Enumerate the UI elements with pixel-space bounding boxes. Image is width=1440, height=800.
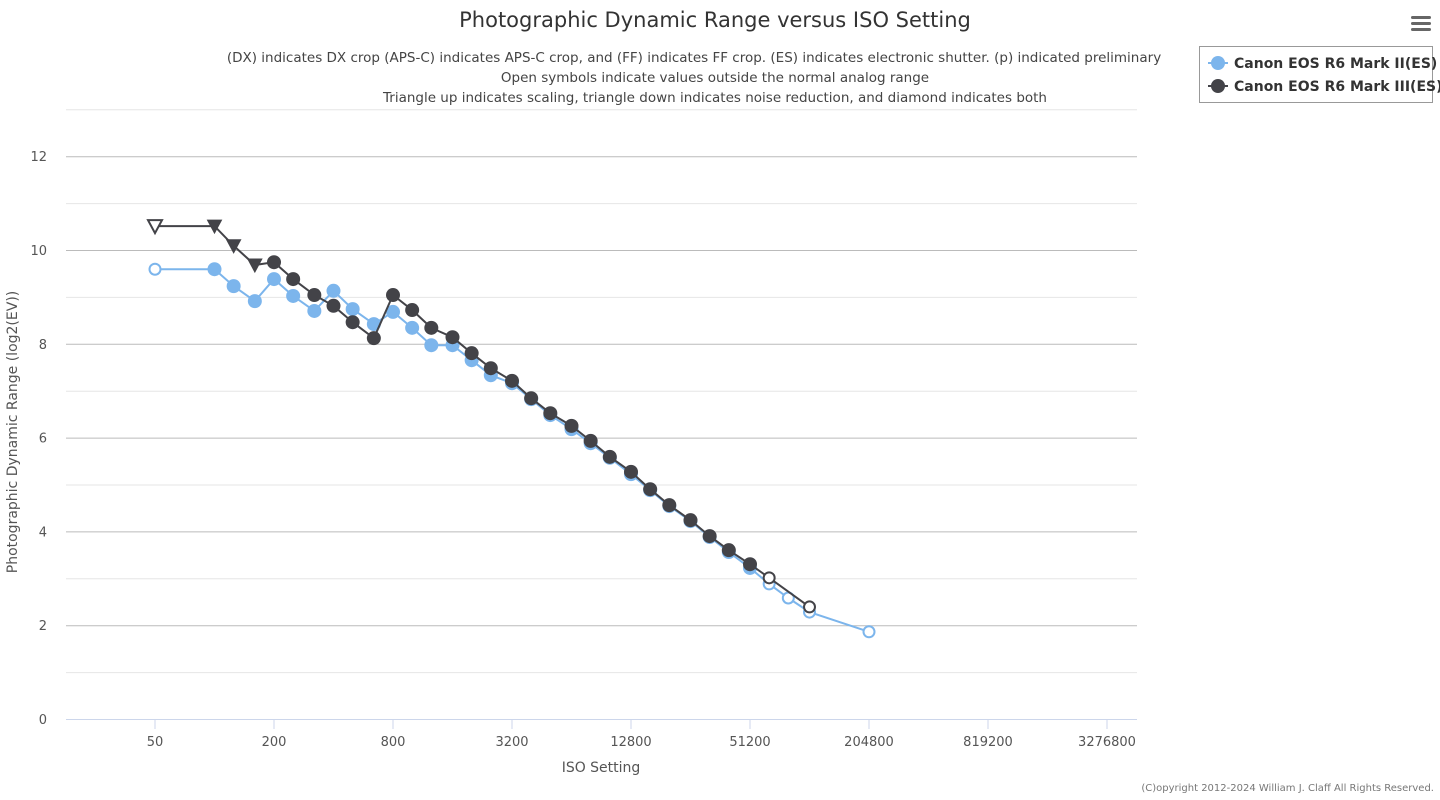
data-point xyxy=(602,449,617,464)
legend-item-r6-mark-iii[interactable]: Canon EOS R6 Mark III(ES) xyxy=(1208,79,1440,95)
data-point xyxy=(543,406,558,421)
chart-subtitle-1: (DX) indicates DX crop (APS-C) indicates… xyxy=(227,50,1161,66)
y-axis-ticks: 0 2 4 6 8 10 12 xyxy=(30,150,47,728)
data-point xyxy=(624,464,638,479)
x-tick-label: 800 xyxy=(381,735,406,750)
data-point xyxy=(862,625,876,639)
data-point xyxy=(326,298,341,313)
legend-box xyxy=(1199,46,1433,103)
series-line xyxy=(155,268,870,633)
data-point xyxy=(405,303,420,318)
data-point xyxy=(662,498,677,513)
data-point xyxy=(762,571,776,585)
y-axis-label: Photographic Dynamic Range (log2(EV)) xyxy=(5,291,21,574)
x-tick-label: 50 xyxy=(147,735,164,750)
data-point xyxy=(247,294,262,309)
data-point xyxy=(483,361,498,376)
x-tick-label: 819200 xyxy=(963,735,1013,750)
x-tick-label: 12800 xyxy=(610,735,651,750)
data-point xyxy=(286,272,301,287)
series-line xyxy=(155,225,811,608)
data-point xyxy=(405,320,420,335)
series-group xyxy=(146,219,876,639)
data-point xyxy=(307,288,322,303)
data-point xyxy=(307,303,322,318)
data-point xyxy=(643,482,658,497)
data-point xyxy=(424,338,439,353)
chart-title: Photographic Dynamic Range versus ISO Se… xyxy=(459,8,971,32)
legend-label: Canon EOS R6 Mark III(ES) xyxy=(1234,79,1440,95)
data-point xyxy=(267,272,281,287)
data-point xyxy=(464,346,479,361)
data-point xyxy=(326,283,341,298)
chart-subtitle-2: Open symbols indicate values outside the… xyxy=(501,70,929,86)
data-point xyxy=(505,373,519,388)
x-axis-label: ISO Setting xyxy=(562,760,641,776)
legend-label: Canon EOS R6 Mark II(ES) xyxy=(1234,56,1437,72)
data-point xyxy=(721,543,736,558)
data-point xyxy=(445,330,460,345)
y-tick-label: 4 xyxy=(39,525,47,540)
data-point xyxy=(743,557,757,572)
data-point xyxy=(803,600,816,614)
data-point xyxy=(702,529,717,544)
data-point xyxy=(207,262,222,277)
data-point-triangle-down xyxy=(146,219,164,236)
data-point xyxy=(345,315,360,330)
series-2 xyxy=(146,219,816,614)
x-tick-label: 3200 xyxy=(495,735,528,750)
data-point xyxy=(366,317,381,332)
y-tick-label: 6 xyxy=(39,432,47,447)
x-axis-ticks: 50 200 800 3200 12800 51200 204800 819200 327680… xyxy=(147,719,1136,750)
data-point xyxy=(386,288,400,303)
chart-subtitle-3: Triangle up indicates scaling, triangle … xyxy=(382,90,1047,106)
x-tick-label: 3276800 xyxy=(1078,735,1136,750)
data-point xyxy=(267,255,281,270)
legend-item-r6-mark-ii[interactable]: Canon EOS R6 Mark II(ES) xyxy=(1208,56,1437,72)
data-point xyxy=(524,391,539,406)
y-tick-label: 10 xyxy=(30,244,47,259)
y-tick-label: 0 xyxy=(39,713,47,728)
copyright-text: (C)opyright 2012-2024 William J. Claff A… xyxy=(1141,783,1434,794)
legend-marker-icon xyxy=(1211,56,1225,70)
data-point xyxy=(286,288,301,303)
data-point xyxy=(683,513,698,528)
data-point-triangle-down xyxy=(206,219,223,235)
data-point xyxy=(424,320,439,335)
y-tick-label: 12 xyxy=(30,150,47,165)
data-point xyxy=(345,302,360,317)
legend-marker-icon xyxy=(1211,79,1225,93)
data-point xyxy=(583,433,598,448)
y-tick-label: 2 xyxy=(39,619,47,634)
x-tick-label: 51200 xyxy=(729,735,770,750)
hamburger-menu-icon[interactable] xyxy=(1410,15,1432,39)
data-point xyxy=(148,262,162,276)
data-point xyxy=(564,418,579,433)
x-tick-label: 204800 xyxy=(844,735,894,750)
data-point-triangle-down xyxy=(225,239,242,254)
data-point xyxy=(366,331,381,346)
data-point xyxy=(226,279,241,294)
x-tick-label: 200 xyxy=(262,735,287,750)
legend: Canon EOS R6 Mark II(ES) Canon EOS R6 Ma… xyxy=(1199,46,1440,103)
data-point-triangle-down xyxy=(247,258,263,274)
grid-lines xyxy=(66,109,1137,674)
data-point xyxy=(386,304,400,319)
y-tick-label: 8 xyxy=(39,338,47,353)
